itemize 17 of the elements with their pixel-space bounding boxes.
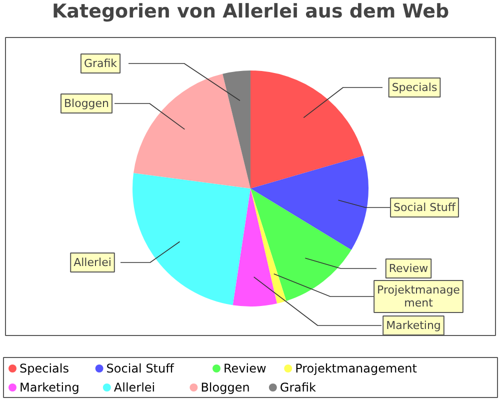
slice-label: Social Stuff [394,201,456,214]
slice-label: Review [388,262,428,275]
slice-label: Specials [392,81,438,94]
legend-label: Marketing [20,380,80,394]
legend-label: Review [224,362,266,376]
legend-label: Specials [20,362,69,376]
chart-title: Kategorien von Allerlei aus dem Web [52,0,450,22]
legend-label: Bloggen [200,380,250,394]
slice-label: Projektmanage ment [377,284,460,310]
legend-label: Social Stuff [106,362,175,376]
slice-label: Allerlei [74,256,112,269]
legend-label: Grafik [280,380,316,394]
legend-label: Allerlei [114,380,156,394]
slice-label: Bloggen [64,97,110,110]
slice-label: Marketing [386,319,441,332]
legend-label: Projektmanagement [295,362,418,376]
slice-label: Grafik [84,57,118,70]
